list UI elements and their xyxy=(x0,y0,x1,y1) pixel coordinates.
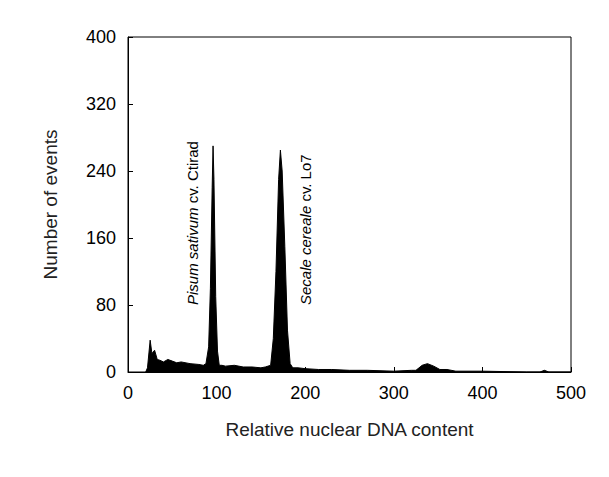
svg-text:80: 80 xyxy=(96,295,116,315)
svg-text:cv. Lo7: cv. Lo7 xyxy=(297,154,314,205)
svg-text:500: 500 xyxy=(556,383,586,403)
svg-text:cv. Ctirad: cv. Ctirad xyxy=(184,141,201,207)
svg-text:160: 160 xyxy=(86,228,116,248)
svg-text:Number of events: Number of events xyxy=(40,130,61,280)
svg-text:Relative nuclear DNA content: Relative nuclear DNA content xyxy=(225,419,474,440)
svg-text:320: 320 xyxy=(86,94,116,114)
svg-text:240: 240 xyxy=(86,161,116,181)
svg-text:200: 200 xyxy=(290,383,320,403)
svg-text:0: 0 xyxy=(106,362,116,382)
svg-text:400: 400 xyxy=(467,383,497,403)
svg-text:Pisum sativum: Pisum sativum xyxy=(184,207,201,305)
svg-text:300: 300 xyxy=(379,383,409,403)
svg-text:100: 100 xyxy=(202,383,232,403)
svg-text:400: 400 xyxy=(86,27,116,47)
svg-text:0: 0 xyxy=(123,383,133,403)
svg-text:Secale cereale: Secale cereale xyxy=(297,206,314,305)
